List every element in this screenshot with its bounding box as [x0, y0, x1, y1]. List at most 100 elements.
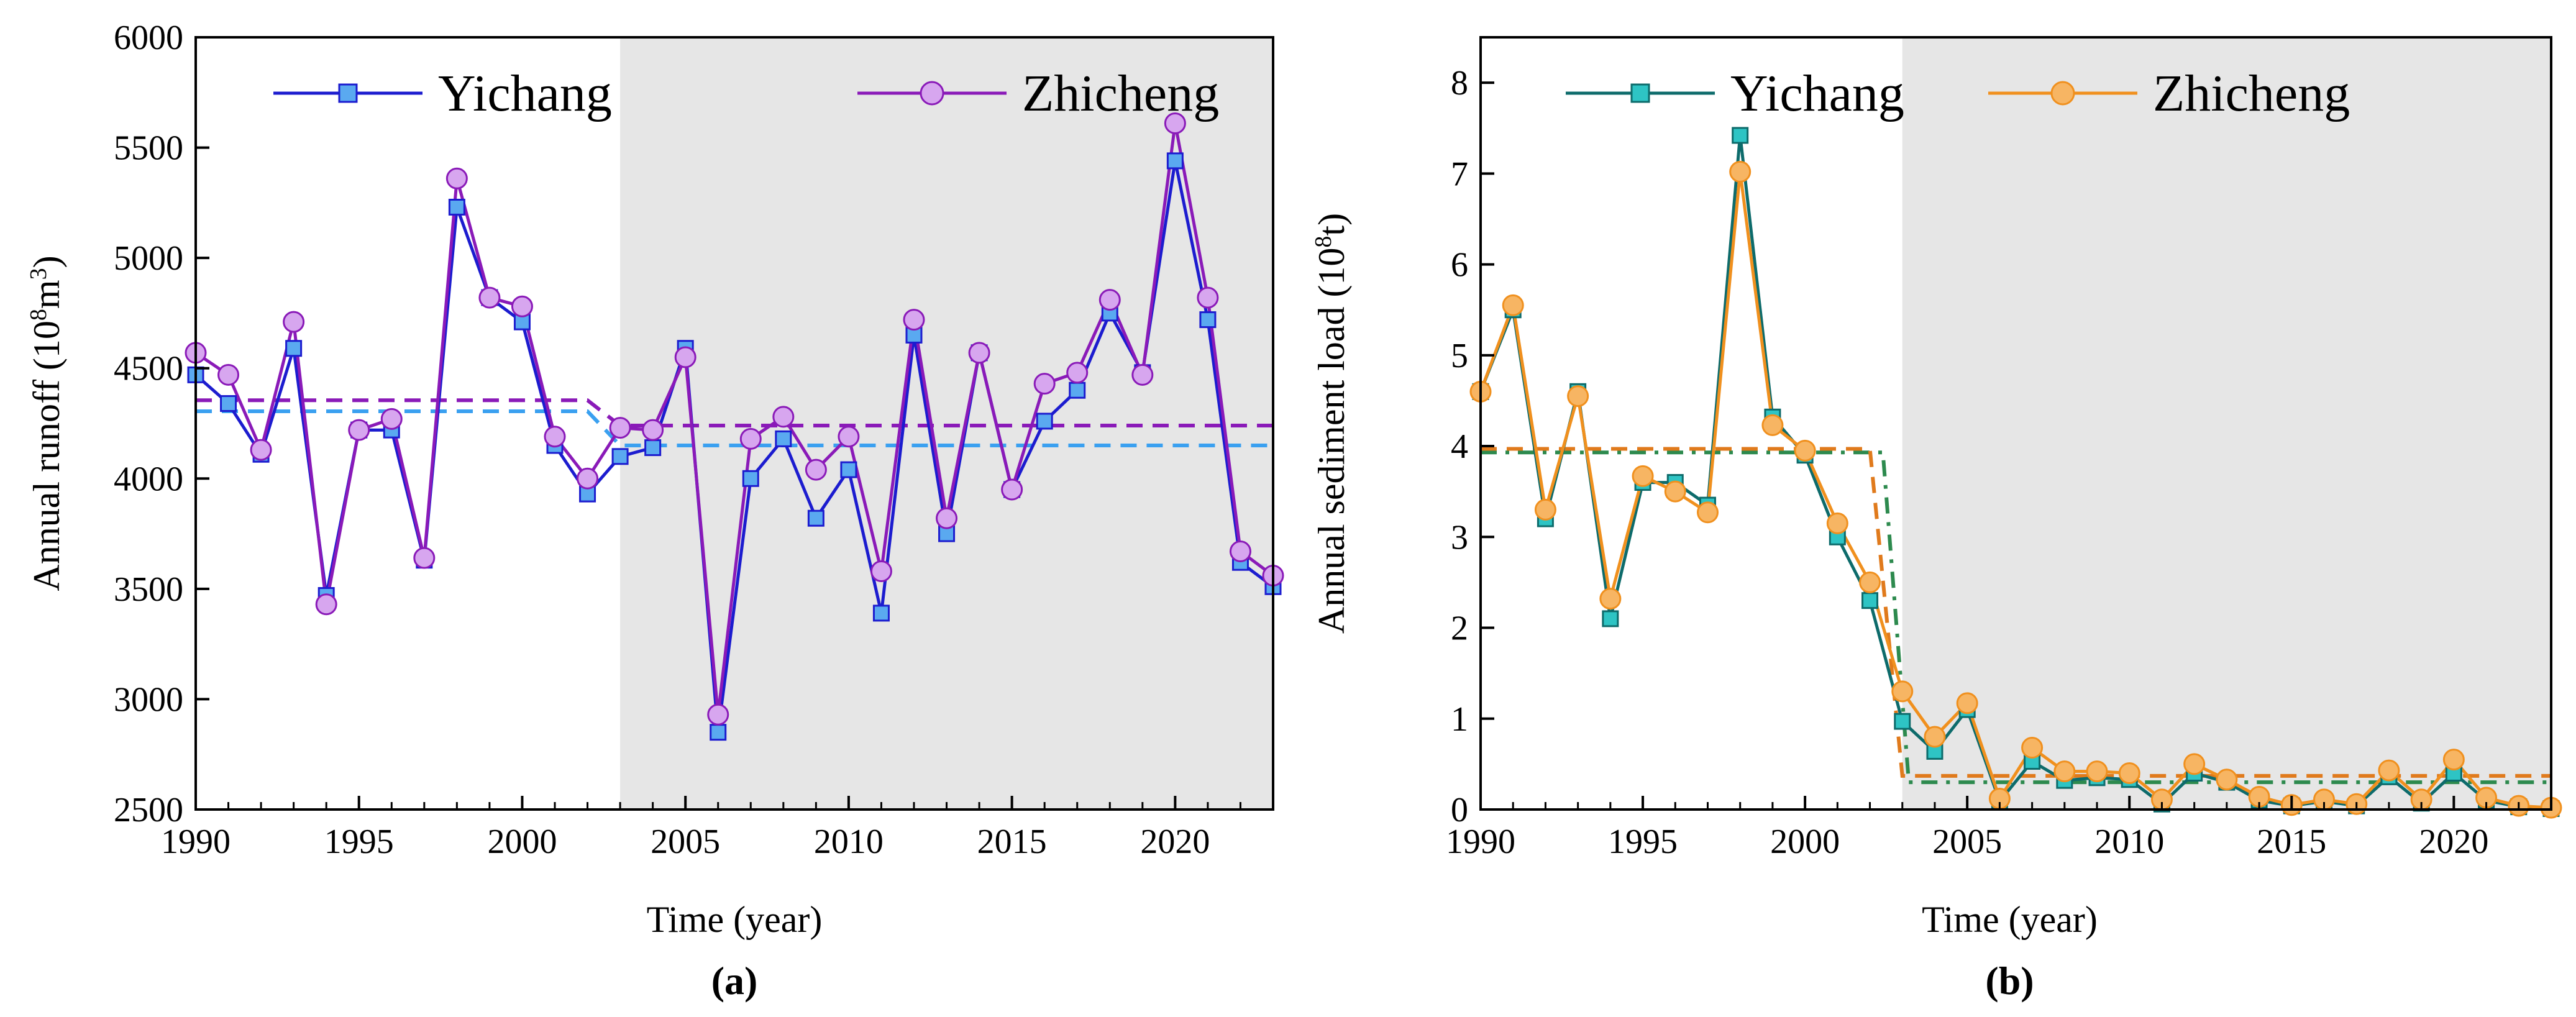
marker-yichang-2008 [775, 430, 792, 447]
y-tick-label-5000: 5000 [114, 239, 183, 278]
panel-a-series-markers [185, 112, 1284, 741]
panel-b-x-ticks: 1990 1995 2000 2005 2010 2015 2020 [1446, 796, 2552, 861]
panel-b-post-2003-shading [1902, 37, 2551, 809]
legend-marker-yichang [338, 83, 358, 103]
x-tick-label-2005: 2005 [1932, 823, 2002, 861]
marker-zhicheng-1991 [217, 363, 240, 386]
marker-zhicheng-2022 [1229, 540, 1251, 562]
marker-zhicheng-2008 [2053, 760, 2076, 783]
legend-marker-zhicheng [920, 81, 944, 106]
y-tick-label-8: 8 [1451, 64, 1468, 103]
marker-yichang-2002 [1861, 592, 1879, 609]
marker-yichang-2003 [611, 448, 629, 465]
y-tick-label-2500: 2500 [114, 791, 183, 829]
y-tick-label-0: 0 [1451, 791, 1468, 829]
marker-zhicheng-1996 [1664, 480, 1686, 503]
panel-a-series-lines [194, 122, 1274, 734]
marker-zhicheng-2010 [838, 426, 860, 448]
y-tick-label-6000: 6000 [114, 19, 183, 57]
marker-zhicheng-1993 [1567, 385, 1589, 408]
x-tick-label-2010: 2010 [2094, 823, 2164, 861]
panel-a-x-ticks: 1990 1995 2000 2005 2010 2015 2020 [161, 796, 1274, 861]
panel-b-legend: Yichang Zhicheng [1566, 65, 2350, 122]
marker-zhicheng-2013 [2216, 768, 2238, 791]
marker-zhicheng-1998 [1729, 160, 1752, 183]
marker-zhicheng-1999 [1761, 414, 1784, 436]
marker-yichang-2006 [710, 724, 727, 741]
x-tick-label-1995: 1995 [324, 823, 394, 861]
marker-zhicheng-1992 [1534, 498, 1556, 521]
x-tick-label-1995: 1995 [1608, 823, 1678, 861]
x-tick-label-1990: 1990 [161, 823, 231, 861]
panel-b-sediment-chart: 1990 1995 2000 2005 2010 2015 2020 0 1 2 3 4 5 6 7 8 Y… [1310, 36, 2562, 1003]
legend-marker-zhicheng [2050, 81, 2075, 106]
marker-zhicheng-2012 [2183, 753, 2206, 775]
y-tick-label-3000: 3000 [114, 680, 183, 719]
marker-zhicheng-2001 [544, 426, 566, 448]
x-tick-label-2015: 2015 [977, 823, 1047, 861]
marker-yichang-2003 [1894, 713, 1911, 730]
marker-zhicheng-2005 [674, 346, 697, 368]
marker-yichang-1994 [1602, 610, 1619, 627]
marker-zhicheng-2005 [1956, 692, 1978, 714]
marker-zhicheng-2018 [1098, 289, 1121, 311]
marker-yichang-2004 [644, 439, 662, 457]
marker-zhicheng-1995 [348, 419, 370, 441]
marker-zhicheng-1991 [1502, 294, 1524, 316]
legend-marker-yichang [1630, 83, 1650, 103]
marker-zhicheng-2007 [2021, 737, 2044, 759]
marker-zhicheng-2018 [2378, 759, 2400, 782]
marker-zhicheng-2015 [1001, 478, 1023, 501]
marker-zhicheng-2000 [1794, 439, 1816, 462]
marker-zhicheng-1998 [445, 167, 468, 189]
y-tick-label-6: 6 [1451, 246, 1468, 285]
y-tick-label-1: 1 [1451, 700, 1468, 739]
mean-line-zhicheng [1481, 447, 2551, 778]
legend-label-yichang: Yichang [438, 65, 612, 122]
panel-a-y-axis-title: Annual runoff (108m3) [25, 255, 67, 591]
marker-zhicheng-2020 [2442, 749, 2465, 771]
x-tick-label-2005: 2005 [651, 823, 720, 861]
y-tick-label-4000: 4000 [114, 460, 183, 498]
marker-zhicheng-1995 [1632, 465, 1654, 487]
marker-zhicheng-2004 [1924, 726, 1946, 748]
panel-a-plot-frame [194, 36, 1274, 811]
marker-zhicheng-2004 [642, 419, 664, 441]
marker-yichang-2011 [872, 604, 890, 622]
legend-label-yichang: Yichang [1730, 65, 1904, 122]
marker-yichang-1993 [285, 340, 303, 357]
y-tick-label-7: 7 [1451, 155, 1468, 193]
marker-zhicheng-2002 [1859, 571, 1881, 593]
series-line-zhicheng [194, 122, 1274, 716]
legend-label-zhicheng: Zhicheng [2153, 65, 2350, 122]
marker-zhicheng-2020 [1164, 112, 1186, 135]
series-line-zhicheng [1479, 170, 2552, 809]
panel-b-plot-frame [1479, 36, 2552, 811]
marker-zhicheng-2017 [1066, 362, 1089, 384]
marker-zhicheng-1993 [283, 311, 305, 333]
marker-zhicheng-1994 [315, 593, 337, 616]
marker-zhicheng-2002 [577, 467, 599, 490]
marker-zhicheng-2019 [1131, 363, 1154, 386]
marker-yichang-2021 [1199, 311, 1217, 329]
marker-zhicheng-2009 [2086, 760, 2108, 783]
panel-a-y-ticks: 2500 3000 3500 4000 4500 5000 5500 6000 [114, 19, 209, 829]
marker-zhicheng-2021 [1197, 286, 1219, 309]
panel-a-legend: Yichang Zhicheng [273, 65, 1219, 122]
panel-a-post-2003-shading [620, 37, 1274, 809]
marker-zhicheng-2000 [511, 295, 533, 317]
y-tick-label-5: 5 [1451, 337, 1468, 375]
x-tick-label-2015: 2015 [2257, 823, 2326, 861]
series-line-yichang [194, 159, 1274, 734]
marker-yichang-2017 [1069, 381, 1086, 399]
marker-zhicheng-2006 [707, 703, 729, 726]
x-tick-label-2020: 2020 [1140, 823, 1210, 861]
marker-zhicheng-1999 [478, 286, 501, 309]
marker-zhicheng-2010 [2118, 762, 2140, 785]
mean-line-zhicheng [196, 398, 1273, 428]
panel-b-x-axis-title: Time (year) [1922, 899, 2098, 940]
marker-zhicheng-2013 [936, 507, 958, 529]
marker-yichang-2020 [1166, 152, 1184, 170]
panel-b-y-ticks: 0 1 2 3 4 5 6 7 8 [1451, 64, 1494, 829]
